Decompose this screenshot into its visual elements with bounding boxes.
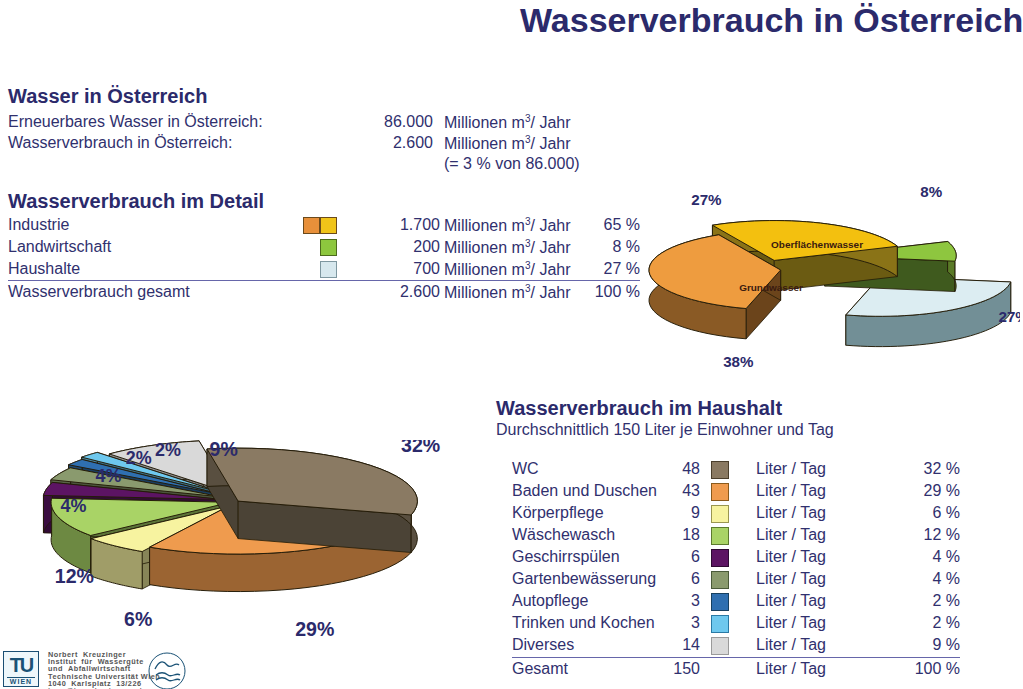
svg-text:27%: 27%: [691, 191, 722, 208]
svg-text:Grundwasser: Grundwasser: [739, 282, 803, 293]
svg-text:32%: 32%: [401, 440, 440, 456]
svg-text:2%: 2%: [155, 440, 181, 460]
svg-text:2%: 2%: [126, 448, 152, 468]
svg-text:38%: 38%: [723, 353, 754, 370]
svg-text:27%: 27%: [998, 308, 1020, 325]
svg-text:6%: 6%: [124, 608, 152, 630]
svg-text:4%: 4%: [96, 466, 122, 486]
svg-text:8%: 8%: [920, 183, 942, 200]
svg-text:29%: 29%: [295, 618, 334, 640]
svg-text:Oberflächenwasser: Oberflächenwasser: [771, 239, 863, 250]
svg-text:4%: 4%: [61, 496, 87, 516]
svg-text:12%: 12%: [55, 565, 94, 587]
svg-text:9%: 9%: [210, 440, 238, 460]
